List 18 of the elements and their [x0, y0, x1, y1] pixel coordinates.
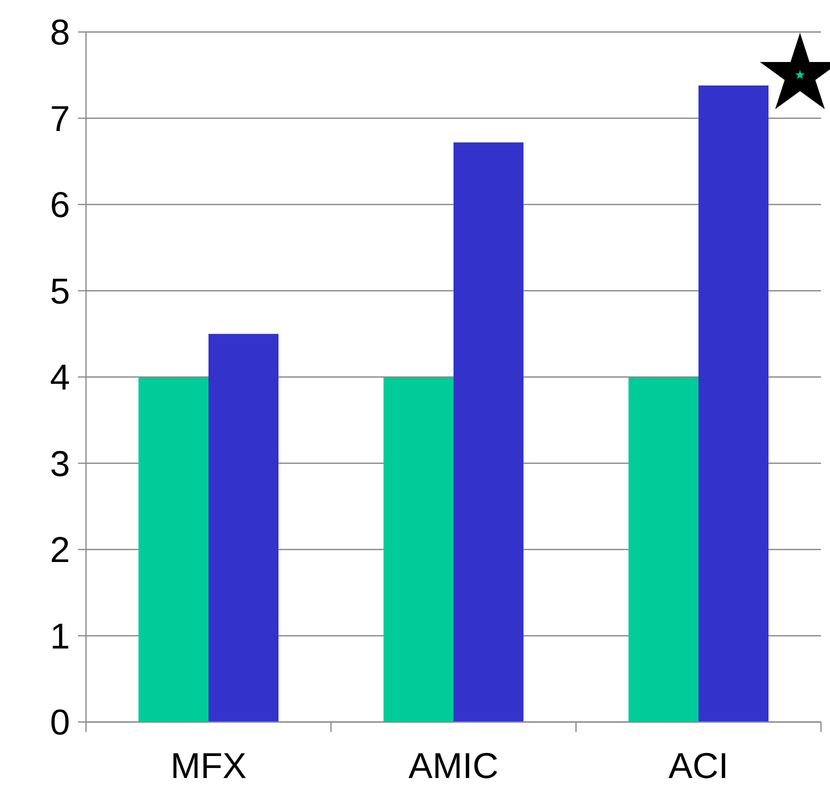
bar — [208, 334, 278, 722]
x-tick-label: MFX — [170, 745, 246, 786]
y-tick-label: 0 — [50, 702, 70, 743]
bar — [628, 377, 698, 722]
y-tick-label: 6 — [50, 184, 70, 226]
y-tick-label: 1 — [50, 615, 70, 656]
x-tick-label: AMIC — [408, 745, 498, 786]
bar — [384, 377, 454, 722]
y-tick-label: 2 — [50, 529, 70, 570]
y-tick-label: 8 — [50, 12, 70, 53]
y-tick-label: 3 — [50, 442, 70, 484]
y-tick-label: 5 — [50, 270, 70, 312]
bar — [454, 142, 524, 722]
y-tick-label: 4 — [50, 356, 70, 398]
bar — [138, 377, 208, 722]
y-tick-label: 7 — [50, 98, 70, 139]
bar — [698, 85, 768, 722]
x-tick-label: ACI — [668, 745, 729, 786]
